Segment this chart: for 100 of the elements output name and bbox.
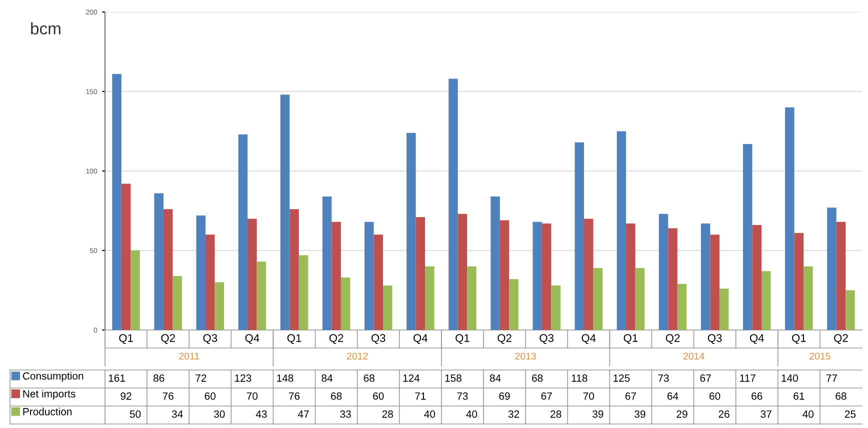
text: 2013 <box>515 352 536 360</box>
bar <box>532 222 542 330</box>
bar <box>551 285 560 330</box>
x-tick-label: Q4 <box>582 334 596 344</box>
data-label: 68 <box>836 392 846 400</box>
data-label: 28 <box>550 410 562 418</box>
bar <box>626 223 636 330</box>
x-tick-label: Q4 <box>414 334 428 344</box>
bar <box>172 276 182 330</box>
bar <box>298 255 308 330</box>
data-label: 30 <box>214 410 225 418</box>
data-label: 124 <box>403 374 420 382</box>
legend-label: Consumption <box>22 372 84 382</box>
bar <box>584 218 594 330</box>
bar <box>467 266 476 330</box>
data-label: 68 <box>331 392 342 400</box>
bar <box>490 196 500 330</box>
data-label: 73 <box>658 374 669 382</box>
bar <box>196 216 206 330</box>
data-label: 123 <box>235 374 252 382</box>
data-label: 40 <box>802 410 814 418</box>
data-label: 66 <box>752 392 762 400</box>
bar <box>256 262 266 330</box>
data-label: 40 <box>466 410 478 418</box>
bar <box>364 222 374 330</box>
bar <box>710 234 720 330</box>
x-tick-label: Q1 <box>456 334 470 344</box>
data-label: 68 <box>364 374 374 382</box>
data-label: 37 <box>760 410 772 418</box>
bar <box>785 107 794 330</box>
text: 2015 <box>810 352 830 360</box>
bar <box>827 208 836 330</box>
bar <box>374 234 383 330</box>
bar <box>794 233 804 330</box>
data-label: 64 <box>667 392 678 400</box>
data-label: 60 <box>710 392 720 400</box>
x-tick-label: Q3 <box>708 334 722 344</box>
data-label: 28 <box>382 410 393 418</box>
bar <box>742 144 752 330</box>
data-label: 29 <box>676 410 688 418</box>
bar <box>416 217 426 330</box>
bar <box>846 290 855 330</box>
data-label: 32 <box>508 410 520 418</box>
bar <box>290 209 299 330</box>
x-tick-label: Q3 <box>540 334 554 344</box>
data-label: 25 <box>844 410 856 418</box>
bar <box>509 279 518 330</box>
x-tick-label: Q1 <box>119 334 133 344</box>
bar <box>154 193 164 330</box>
bar <box>635 268 645 330</box>
data-label: 61 <box>794 392 804 400</box>
data-label: 39 <box>634 410 646 418</box>
bar <box>719 288 729 330</box>
data-label: 67 <box>541 392 552 400</box>
bar <box>574 142 584 330</box>
bar <box>340 278 350 330</box>
x-tick-label: Q2 <box>834 334 848 344</box>
data-label: 33 <box>340 410 351 418</box>
data-label: 161 <box>108 374 125 382</box>
data-label: 125 <box>614 374 630 382</box>
data-label: 47 <box>298 410 309 418</box>
data-label: 70 <box>583 392 594 400</box>
data-label: 148 <box>277 374 294 382</box>
legend-label: Production <box>23 408 72 416</box>
data-label: 86 <box>153 374 164 382</box>
data-label: 118 <box>572 374 588 382</box>
data-label: 68 <box>532 374 543 382</box>
text: 2012 <box>347 352 368 360</box>
bar <box>121 184 131 330</box>
data-label: 40 <box>424 410 436 418</box>
data-label: 26 <box>718 410 730 418</box>
data-label: 72 <box>196 374 206 382</box>
data-label: 43 <box>256 410 267 418</box>
data-label: 140 <box>782 374 798 382</box>
bar <box>658 214 668 330</box>
bar <box>332 222 341 330</box>
x-tick-label: Q2 <box>498 334 512 344</box>
data-label: 60 <box>373 392 384 400</box>
x-tick-label: Q2 <box>666 334 680 344</box>
bar <box>280 94 290 330</box>
y-axis-title: bcm <box>31 22 60 34</box>
x-tick-label: Q4 <box>245 334 260 344</box>
data-label: 158 <box>445 374 462 382</box>
bar <box>322 196 332 330</box>
bar <box>804 266 813 330</box>
bar <box>677 284 687 330</box>
x-tick-label: Q2 <box>161 334 175 344</box>
data-label: 76 <box>162 392 174 400</box>
bar <box>248 218 257 330</box>
legend-label: Net imports <box>23 390 76 400</box>
text: 2011 <box>179 352 200 360</box>
bar <box>238 134 248 330</box>
data-label: 92 <box>120 392 132 400</box>
bar <box>668 228 678 330</box>
bar <box>700 223 710 330</box>
data-label: 39 <box>592 410 604 418</box>
bar <box>752 225 762 330</box>
data-label: 50 <box>130 410 141 418</box>
x-tick-label: Q3 <box>203 334 218 344</box>
bar <box>593 268 603 330</box>
